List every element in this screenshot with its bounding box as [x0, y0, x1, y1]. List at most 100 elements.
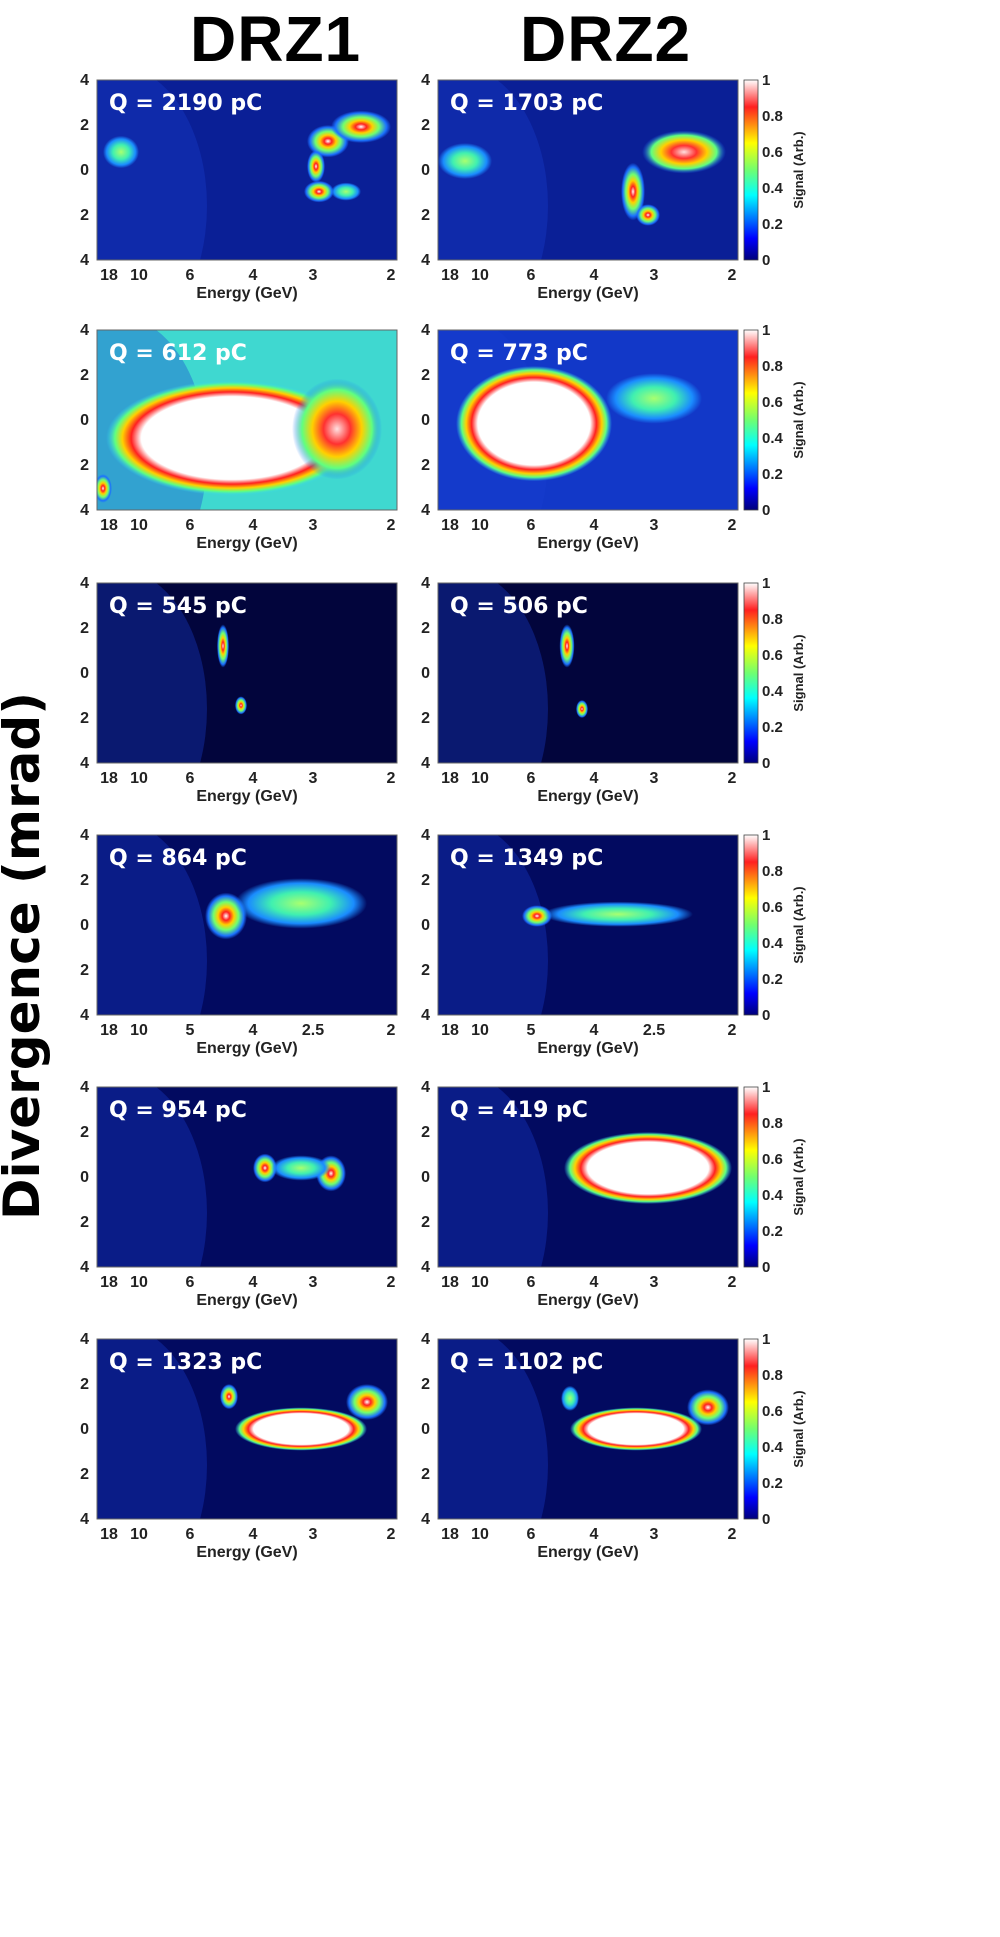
heatmap-blob	[522, 905, 552, 927]
panel-0-0: Q = 2190 pC 4 2 0 2 4 18 10 6 4 3 2 Energy (GeV)	[80, 72, 398, 302]
heatmap-haze	[438, 583, 548, 763]
heatmap-blob	[106, 380, 358, 496]
x-axis-label: Energy (GeV)	[196, 788, 297, 805]
x-tick-label: 18	[100, 517, 118, 534]
charge-label: Q = 773 pC	[450, 341, 588, 366]
x-axis-label: Energy (GeV)	[537, 1292, 638, 1309]
x-tick-label: 6	[527, 267, 536, 284]
heatmap-blob	[271, 1155, 331, 1181]
x-tick-label: 6	[186, 1274, 195, 1291]
y-tick-label: 4	[80, 1331, 89, 1348]
y-tick-label: 2	[421, 207, 430, 224]
y-tick-label: 4	[421, 575, 430, 592]
x-axis-label: Energy (GeV)	[537, 535, 638, 552]
x-tick-label: 6	[527, 1274, 536, 1291]
colorbar-tick-label: 0.6	[762, 647, 783, 664]
colorbar-tick-label: 0.4	[762, 683, 784, 700]
colorbar-tick-label: 0.2	[762, 971, 783, 988]
colorbar-tick-label: 0.2	[762, 719, 783, 736]
heatmap-blob	[346, 1384, 388, 1420]
charge-label: Q = 954 pC	[109, 1098, 247, 1123]
colorbar-tick-label: 0.4	[762, 935, 784, 952]
x-tick-label: 2.5	[302, 1022, 324, 1039]
y-tick-label: 2	[421, 962, 430, 979]
colorbar-tick-label: 0.2	[762, 1475, 783, 1492]
plot-frame	[437, 1338, 739, 1520]
y-tick-label: 4	[80, 755, 89, 772]
plot-frame	[96, 834, 398, 1016]
y-tick-label: 4	[421, 502, 430, 519]
heatmap-blob	[621, 162, 645, 221]
heatmap-blob	[235, 696, 247, 715]
heatmap-haze	[97, 80, 207, 260]
heatmap-blob	[235, 878, 367, 929]
y-tick-label: 0	[80, 917, 89, 934]
y-tick-label: 2	[421, 1376, 430, 1393]
y-tick-label: 2	[80, 962, 89, 979]
panel-5-0: Q = 1323 pC 4 2 0 2 4 18 10 6 4 3 2 Energy (GeV)	[80, 1331, 398, 1561]
plot-frame	[437, 582, 739, 764]
heatmap-blob	[564, 1132, 732, 1204]
y-tick-label: 0	[421, 665, 430, 682]
x-tick-label: 18	[100, 1526, 118, 1543]
colorbar	[743, 1338, 759, 1520]
charge-label: Q = 545 pC	[109, 594, 247, 619]
panel-1-0: Q = 612 pC 4 2 0 2 4 18 10 6 4 3 2 Energy (GeV)	[80, 322, 398, 552]
x-tick-label: 10	[130, 1526, 148, 1543]
charge-label: Q = 2190 pC	[109, 91, 262, 116]
y-tick-label: 4	[80, 1259, 89, 1276]
heatmap-blob	[687, 1389, 729, 1426]
y-tick-label: 2	[80, 207, 89, 224]
x-tick-label: 18	[441, 267, 459, 284]
x-tick-label: 3	[309, 517, 318, 534]
y-tick-label: 2	[80, 1376, 89, 1393]
x-axis-label: Energy (GeV)	[196, 1544, 297, 1561]
y-tick-label: 0	[80, 412, 89, 429]
heatmap-blob	[307, 150, 325, 183]
heatmap-background	[97, 80, 397, 260]
y-tick-label: 2	[421, 457, 430, 474]
colorbar-label: Signal (Arb.)	[791, 886, 806, 963]
x-tick-label: 2	[387, 267, 396, 284]
panel-3-0: Q = 864 pC 4 2 0 2 4 18 10 5 4 2.5 2 Energy (GeV)	[80, 827, 398, 1057]
y-tick-label: 2	[80, 1466, 89, 1483]
colorbar-tick-label: 0.2	[762, 1223, 783, 1240]
colorbar	[743, 582, 759, 764]
heatmap-blob	[561, 1385, 579, 1411]
x-tick-label: 3	[650, 1274, 659, 1291]
y-tick-label: 4	[80, 252, 89, 269]
x-tick-label: 6	[527, 1526, 536, 1543]
colorbar-tick-label: 1	[762, 1079, 770, 1096]
x-tick-label: 4	[590, 1274, 599, 1291]
x-tick-label: 4	[590, 517, 599, 534]
x-tick-label: 3	[309, 267, 318, 284]
panel-4-1: Q = 419 pC 4 2 0 2 4 18 10 6 4 3 2 Energy (GeV) 1 0.8 0…	[421, 1079, 806, 1309]
y-tick-label: 0	[421, 162, 430, 179]
x-tick-label: 2	[728, 770, 737, 787]
plot-frame	[96, 582, 398, 764]
x-tick-label: 2	[387, 770, 396, 787]
colorbar-tick-label: 0.6	[762, 144, 783, 161]
x-axis-label: Energy (GeV)	[537, 788, 638, 805]
colorbar-tick-label: 0.8	[762, 611, 783, 628]
plot-frame	[96, 1086, 398, 1268]
y-tick-label: 2	[421, 367, 430, 384]
x-tick-label: 18	[100, 1022, 118, 1039]
y-tick-label: 4	[80, 502, 89, 519]
heatmap-background	[438, 583, 738, 763]
heatmap-blob	[606, 373, 702, 424]
x-axis-label: Energy (GeV)	[196, 535, 297, 552]
y-tick-label: 4	[421, 322, 430, 339]
panel-2-1: Q = 506 pC 4 2 0 2 4 18 10 6 4 3 2 Energy (GeV) 1 0.8 0…	[421, 575, 806, 805]
x-axis-label: Energy (GeV)	[537, 1040, 638, 1057]
x-tick-label: 10	[130, 1022, 148, 1039]
x-tick-label: 10	[130, 770, 148, 787]
x-tick-label: 18	[100, 770, 118, 787]
colorbar-label: Signal (Arb.)	[791, 1390, 806, 1467]
y-tick-label: 4	[421, 827, 430, 844]
y-tick-label: 0	[421, 1421, 430, 1438]
y-tick-label: 2	[421, 1466, 430, 1483]
y-tick-label: 2	[421, 620, 430, 637]
y-tick-label: 4	[421, 252, 430, 269]
x-tick-label: 2	[387, 1526, 396, 1543]
